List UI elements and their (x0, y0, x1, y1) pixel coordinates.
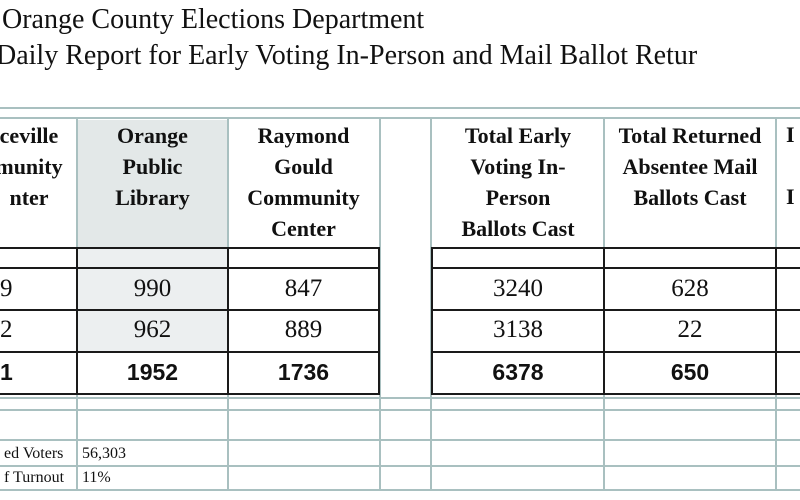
turnout-label: f Turnout (4, 469, 65, 486)
report-title-line1: Orange County Elections Department (2, 4, 425, 35)
registered-voters-value: 56,303 (82, 445, 126, 462)
cell-early-r2: 3138 (493, 316, 543, 343)
turnout-value: 11% (82, 469, 111, 486)
col-header-raymond-gould: Raymond Gould Community Center (247, 123, 360, 241)
cell-raymond-r1: 847 (284, 275, 323, 302)
report-title-line2: Daily Report for Early Voting In-Person … (0, 40, 698, 71)
col-header-total-returned-absentee: Total Returned Absentee Mail Ballots Cas… (618, 123, 762, 210)
cell-c1-r1: 69 (0, 275, 13, 302)
cell-absentee-r2: 22 (677, 316, 703, 343)
registered-voters-label: ed Voters (4, 445, 64, 462)
col-header-1: ceville munity nter (0, 123, 63, 210)
cell-raymond-total: 1736 (277, 359, 330, 385)
cell-c1-r2: 52 (0, 316, 13, 343)
cell-library-total: 1952 (126, 359, 179, 385)
cell-early-r1: 3240 (493, 275, 543, 302)
col-header-total-early-voting: Total Early Voting In- Person Ballots Ca… (461, 123, 575, 241)
col-header-orange-public-library: Orange Public Library (115, 123, 190, 210)
cell-absentee-r1: 628 (671, 275, 709, 302)
cell-c1-total: 21 (0, 359, 13, 385)
cell-absentee-total: 650 (670, 359, 710, 385)
cell-early-total: 6378 (492, 359, 544, 385)
cell-library-r2: 962 (133, 316, 172, 343)
col-header-partial-right: I I (786, 122, 795, 209)
cell-raymond-r2: 889 (284, 316, 323, 343)
cell-library-r1: 990 (133, 275, 172, 302)
